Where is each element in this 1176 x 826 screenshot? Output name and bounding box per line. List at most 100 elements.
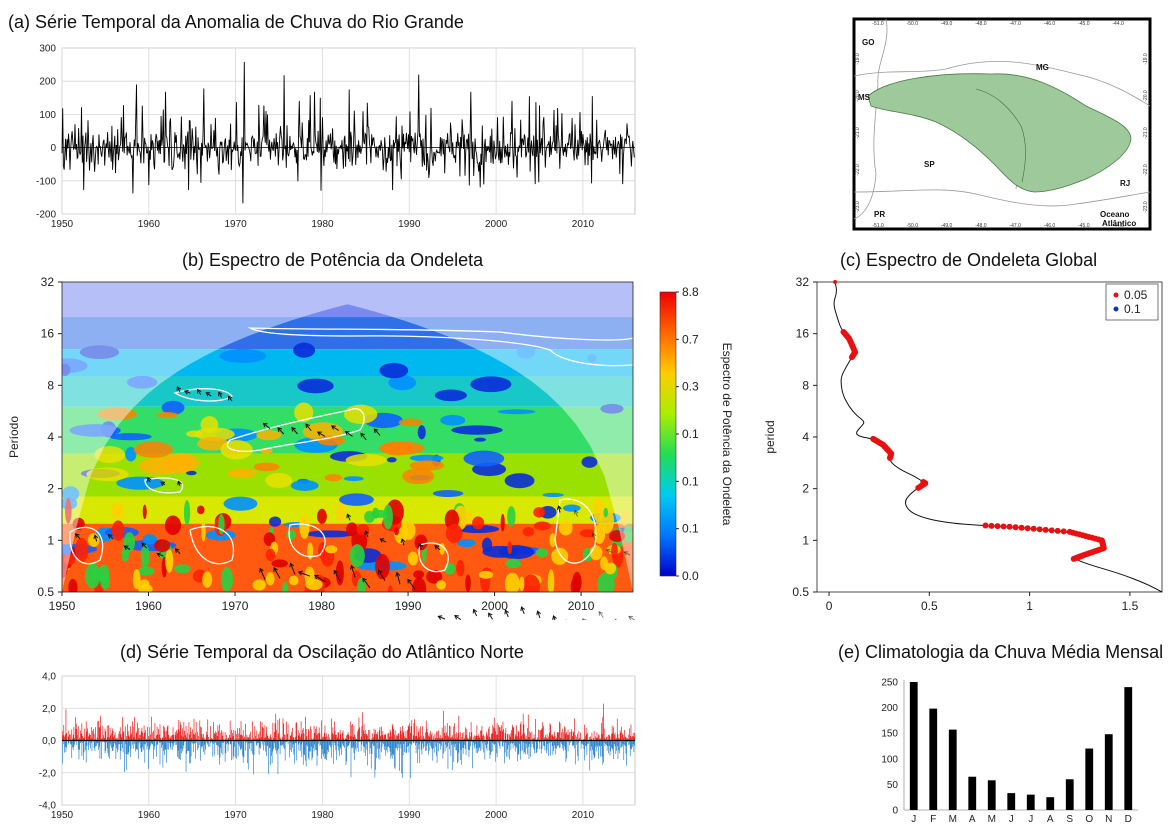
- significance-point: [1018, 524, 1025, 531]
- nao-negative-bar: [535, 740, 537, 754]
- nao-positive-bar: [375, 730, 376, 741]
- nao-positive-bar: [127, 731, 129, 741]
- nao-positive-bar: [467, 739, 469, 741]
- nao-positive-bar: [593, 730, 595, 741]
- nao-negative-bar: [511, 740, 512, 743]
- nao-negative-bar: [446, 740, 447, 748]
- nao-negative-bar: [176, 740, 177, 745]
- x-tick-label-c: 1.5: [1122, 599, 1139, 613]
- nao-positive-bar: [537, 737, 538, 741]
- x-tick-label-d: 2010: [572, 810, 595, 821]
- nao-negative-bar: [374, 740, 376, 778]
- nao-negative-bar: [213, 740, 214, 745]
- nao-positive-bar: [595, 736, 596, 741]
- nao-positive-bar: [528, 737, 530, 741]
- nao-positive-bar: [203, 734, 204, 741]
- nao-positive-bar: [565, 733, 567, 741]
- nao-negative-bar: [587, 740, 589, 744]
- nao-negative-bar: [389, 740, 391, 752]
- nao-positive-bar: [601, 734, 603, 741]
- nao-positive-bar: [587, 732, 588, 741]
- power-blob: [417, 425, 426, 440]
- nao-positive-bar: [310, 729, 312, 741]
- nao-positive-bar: [517, 731, 519, 741]
- nao-negative-bar: [490, 740, 491, 755]
- nao-positive-bar: [145, 738, 147, 741]
- nao-positive-bar: [477, 735, 478, 741]
- nao-negative-bar: [427, 740, 429, 744]
- nao-negative-bar: [629, 740, 630, 745]
- nao-negative-bar: [514, 740, 516, 752]
- nao-negative-bar: [548, 740, 550, 744]
- nao-positive-bar: [457, 733, 459, 741]
- y-tick-label-b: 4: [47, 430, 54, 444]
- nao-negative-bar: [459, 740, 461, 761]
- nao-positive-bar: [99, 727, 101, 741]
- nao-negative-bar: [295, 740, 297, 744]
- nao-negative-bar: [526, 740, 528, 749]
- power-blob: [440, 415, 466, 426]
- nao-positive-bar: [174, 731, 176, 741]
- nao-negative-bar: [184, 740, 185, 742]
- nao-negative-bar: [238, 740, 240, 745]
- nao-negative-bar: [96, 740, 97, 746]
- nao-positive-bar: [409, 732, 411, 741]
- nao-negative-bar: [408, 740, 410, 753]
- nao-positive-bar: [611, 733, 612, 741]
- nao-positive-bar: [171, 734, 173, 741]
- nao-positive-bar: [458, 715, 460, 741]
- nao-negative-bar: [381, 740, 383, 747]
- nao-negative-bar: [373, 740, 375, 746]
- nao-positive-bar: [383, 734, 385, 741]
- nao-negative-bar: [114, 740, 116, 745]
- nao-positive-bar: [411, 720, 413, 741]
- nao-negative-bar: [224, 740, 226, 762]
- nao-negative-bar: [554, 740, 556, 749]
- nao-positive-bar: [475, 735, 477, 741]
- nao-positive-bar: [183, 721, 185, 741]
- nao-positive-bar: [179, 731, 180, 741]
- nao-positive-bar: [232, 736, 234, 741]
- nao-positive-bar: [179, 721, 181, 741]
- nao-negative-bar: [300, 740, 302, 745]
- nao-positive-bar: [257, 738, 258, 741]
- state-label-pr: PR: [874, 210, 885, 219]
- power-blob: [581, 456, 598, 468]
- nao-positive-bar: [572, 731, 574, 741]
- phase-arrow-head: [434, 545, 440, 550]
- nao-positive-bar: [383, 738, 384, 741]
- nao-negative-bar: [447, 740, 449, 769]
- nao-negative-bar: [165, 740, 167, 750]
- nao-positive-bar: [466, 728, 468, 741]
- nao-negative-bar: [121, 740, 122, 744]
- nao-positive-bar: [444, 732, 445, 741]
- nao-negative-bar: [297, 740, 299, 745]
- nao-negative-bar: [446, 740, 448, 747]
- nao-negative-bar: [181, 740, 183, 754]
- nao-positive-bar: [258, 733, 259, 741]
- phase-arrow-head: [614, 618, 618, 620]
- power-blob: [482, 537, 493, 553]
- nao-negative-bar: [450, 740, 452, 757]
- power-blob: [336, 502, 345, 523]
- nao-negative-bar: [265, 740, 266, 752]
- nao-positive-bar: [249, 734, 251, 741]
- nao-positive-bar: [132, 726, 134, 741]
- nao-positive-bar: [158, 728, 159, 741]
- nao-negative-bar: [467, 740, 469, 750]
- nao-positive-bar: [287, 733, 288, 741]
- nao-negative-bar: [597, 740, 599, 748]
- nao-negative-bar: [312, 740, 313, 758]
- nao-positive-bar: [140, 734, 141, 741]
- nao-positive-bar: [301, 733, 303, 741]
- power-blob: [474, 437, 487, 442]
- nao-positive-bar: [122, 717, 123, 741]
- nao-negative-bar: [148, 740, 150, 751]
- nao-positive-bar: [595, 737, 597, 741]
- y-tick-label-d: -4,0: [39, 801, 57, 812]
- nao-negative-bar: [272, 740, 274, 752]
- nao-negative-bar: [159, 740, 161, 765]
- nao-negative-bar: [339, 740, 340, 756]
- nao-positive-bar: [513, 727, 515, 741]
- phase-arrow: [379, 538, 387, 543]
